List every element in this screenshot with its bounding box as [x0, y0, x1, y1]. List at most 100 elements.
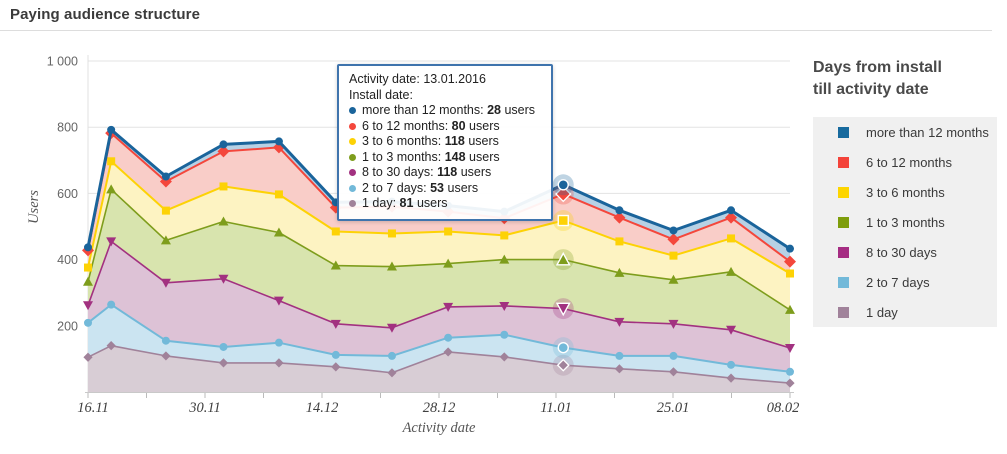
point-1-to-3-months[interactable]: [499, 254, 510, 264]
point-8-to-30-days[interactable]: [218, 274, 229, 284]
point-2-to-7-days[interactable]: [161, 336, 170, 345]
point-3-to-6-months[interactable]: [84, 263, 92, 272]
legend-swatch-icon: [838, 246, 849, 258]
point-1-day[interactable]: [556, 358, 570, 372]
point-more-than-12-months[interactable]: [219, 140, 228, 149]
point-8-to-30-days[interactable]: [83, 301, 93, 311]
point-6-to-12-months[interactable]: [667, 233, 680, 246]
point-1-to-3-months[interactable]: [273, 227, 284, 237]
point-6-to-12-months[interactable]: [555, 185, 572, 203]
legend-item-more-than-12-months[interactable]: more than 12 months: [813, 117, 997, 147]
point-3-to-6-months[interactable]: [274, 190, 283, 199]
point-1-day[interactable]: [387, 368, 397, 378]
point-1-day[interactable]: [106, 341, 116, 351]
point-2-to-7-days[interactable]: [669, 351, 678, 360]
point-2-to-7-days[interactable]: [387, 351, 396, 360]
legend-item-6-to-12-months[interactable]: 6 to 12 months: [813, 147, 997, 177]
point-1-day[interactable]: [83, 352, 93, 362]
point-8-to-30-days[interactable]: [499, 301, 510, 311]
point-3-to-6-months[interactable]: [615, 237, 624, 246]
point-1-to-3-months[interactable]: [386, 261, 397, 271]
point-8-to-30-days[interactable]: [330, 319, 341, 329]
point-1-day[interactable]: [614, 364, 625, 374]
point-3-to-6-months[interactable]: [387, 229, 396, 238]
point-more-than-12-months[interactable]: [669, 226, 678, 235]
legend-item-1-to-3-months[interactable]: 1 to 3 months: [813, 207, 997, 237]
point-1-to-3-months[interactable]: [785, 304, 795, 314]
point-1-to-3-months[interactable]: [443, 258, 454, 268]
point-2-to-7-days[interactable]: [615, 351, 624, 360]
tooltip-item: 2 to 7 days: 53 users: [349, 181, 541, 197]
point-6-to-12-months[interactable]: [217, 145, 230, 158]
point-2-to-7-days[interactable]: [84, 318, 92, 327]
selected-point-column[interactable]: [552, 174, 574, 376]
legend-item-3-to-6-months[interactable]: 3 to 6 months: [813, 177, 997, 207]
point-8-to-30-days[interactable]: [386, 323, 397, 333]
point-8-to-30-days[interactable]: [160, 278, 171, 288]
point-1-day[interactable]: [443, 347, 453, 357]
point-1-day[interactable]: [785, 378, 795, 388]
legend-title-line2: till activity date: [813, 81, 929, 98]
legend-item-8-to-30-days[interactable]: 8 to 30 days: [813, 237, 997, 267]
point-1-to-3-months[interactable]: [614, 267, 625, 277]
point-more-than-12-months[interactable]: [84, 243, 92, 252]
legend-swatch-icon: [838, 126, 849, 138]
point-more-than-12-months[interactable]: [274, 137, 283, 146]
point-3-to-6-months[interactable]: [500, 231, 509, 240]
point-1-to-3-months[interactable]: [668, 274, 679, 284]
point-6-to-12-months[interactable]: [784, 255, 796, 268]
point-2-to-7-days[interactable]: [274, 338, 283, 347]
point-1-to-3-months[interactable]: [330, 260, 341, 270]
point-8-to-30-days[interactable]: [614, 317, 625, 327]
point-8-to-30-days[interactable]: [785, 343, 795, 353]
point-1-day[interactable]: [668, 367, 679, 377]
point-1-to-3-months[interactable]: [218, 216, 229, 226]
point-1-day[interactable]: [274, 358, 284, 368]
legend-item-1-day[interactable]: 1 day: [813, 297, 997, 327]
point-2-to-7-days[interactable]: [786, 367, 794, 376]
point-3-to-6-months[interactable]: [669, 251, 678, 260]
point-6-to-12-months[interactable]: [725, 211, 738, 224]
point-8-to-30-days[interactable]: [273, 296, 284, 306]
point-more-than-12-months[interactable]: [557, 179, 569, 191]
point-3-to-6-months[interactable]: [444, 227, 453, 236]
point-2-to-7-days[interactable]: [727, 360, 736, 369]
point-3-to-6-months[interactable]: [219, 182, 228, 191]
point-2-to-7-days[interactable]: [219, 342, 228, 351]
point-3-to-6-months[interactable]: [161, 206, 170, 215]
point-8-to-30-days[interactable]: [555, 302, 571, 317]
point-3-to-6-months[interactable]: [557, 214, 569, 227]
point-3-to-6-months[interactable]: [727, 234, 736, 243]
tooltip-item-value: 80: [451, 118, 466, 133]
point-1-day[interactable]: [499, 352, 509, 362]
point-1-day[interactable]: [218, 358, 229, 368]
point-1-to-3-months[interactable]: [726, 266, 737, 276]
point-1-to-3-months[interactable]: [83, 276, 93, 286]
y-axis-title: Users: [26, 190, 42, 224]
point-8-to-30-days[interactable]: [668, 319, 679, 329]
point-8-to-30-days[interactable]: [443, 302, 454, 312]
point-more-than-12-months[interactable]: [615, 206, 624, 215]
point-more-than-12-months[interactable]: [786, 244, 794, 253]
point-8-to-30-days[interactable]: [106, 237, 117, 247]
point-3-to-6-months[interactable]: [786, 269, 794, 278]
point-more-than-12-months[interactable]: [727, 206, 736, 215]
point-2-to-7-days[interactable]: [444, 333, 453, 342]
point-2-to-7-days[interactable]: [500, 330, 509, 339]
point-8-to-30-days[interactable]: [726, 325, 737, 335]
point-1-day[interactable]: [726, 373, 736, 383]
point-3-to-6-months[interactable]: [331, 227, 340, 236]
point-3-to-6-months[interactable]: [107, 157, 116, 166]
point-more-than-12-months[interactable]: [107, 125, 116, 134]
point-2-to-7-days[interactable]: [107, 300, 116, 309]
point-1-day[interactable]: [331, 362, 341, 372]
point-2-to-7-days[interactable]: [331, 350, 340, 359]
legend-item-2-to-7-days[interactable]: 2 to 7 days: [813, 267, 997, 297]
point-more-than-12-months[interactable]: [161, 172, 170, 181]
point-1-to-3-months[interactable]: [106, 184, 117, 194]
point-1-to-3-months[interactable]: [160, 235, 171, 245]
point-1-to-3-months[interactable]: [555, 251, 571, 266]
point-1-day[interactable]: [161, 351, 171, 361]
point-6-to-12-months[interactable]: [613, 211, 626, 224]
point-2-to-7-days[interactable]: [557, 341, 569, 354]
